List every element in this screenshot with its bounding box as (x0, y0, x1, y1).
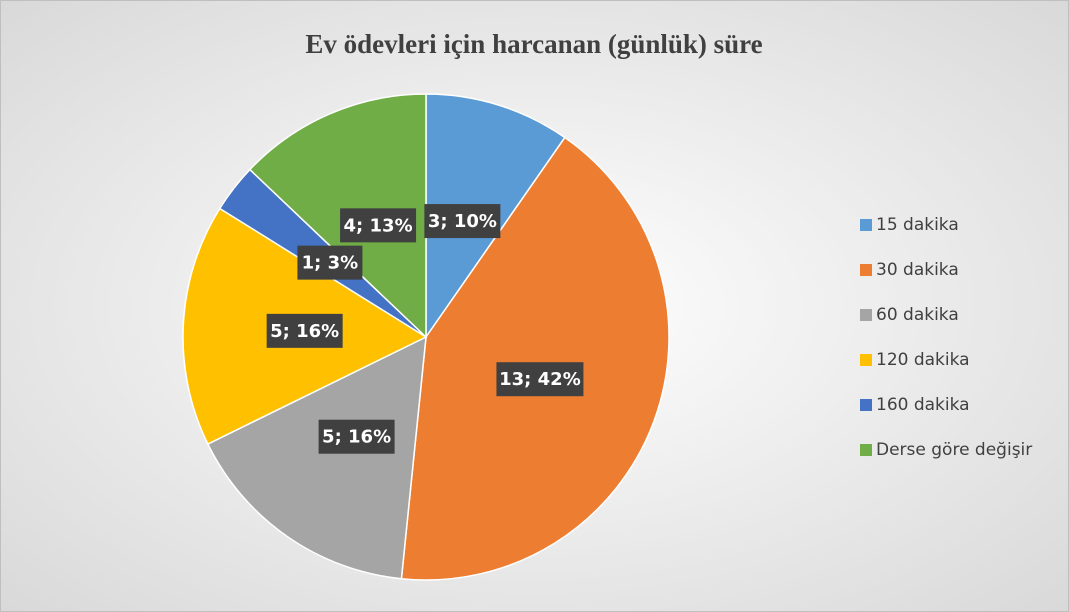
data-label: 13; 42% (499, 369, 581, 390)
data-label-box (318, 419, 395, 454)
data-label-box (297, 245, 363, 280)
data-label-box (424, 204, 501, 239)
pie-slice (248, 93, 427, 339)
data-label: 3; 10% (428, 211, 497, 232)
pie-slice (206, 335, 427, 580)
data-label: 5; 16% (270, 321, 339, 342)
data-label-box (340, 208, 417, 243)
data-label: 5; 16% (322, 427, 391, 448)
legend-swatch (860, 399, 872, 411)
data-label-box (496, 362, 584, 397)
chart-title: Ev ödevleri için harcanan (günlük) süre (305, 29, 762, 59)
legend-label: 60 dakika (876, 305, 959, 325)
legend-label: 15 dakika (876, 215, 959, 235)
legend-swatch (860, 444, 872, 456)
legend-label: 120 dakika (876, 350, 970, 370)
legend-label: 160 dakika (876, 395, 970, 415)
legend-swatch (860, 354, 872, 366)
data-label: 1; 3% (302, 253, 359, 274)
legend-swatch (860, 219, 872, 231)
data-label-box (266, 313, 343, 348)
legend-label: Derse göre değişir (876, 440, 1032, 460)
legend-swatch (860, 264, 872, 276)
pie-slice (400, 136, 670, 581)
legend-label: 30 dakika (876, 260, 959, 280)
legend-swatch (860, 309, 872, 321)
data-label: 4; 13% (344, 215, 413, 236)
